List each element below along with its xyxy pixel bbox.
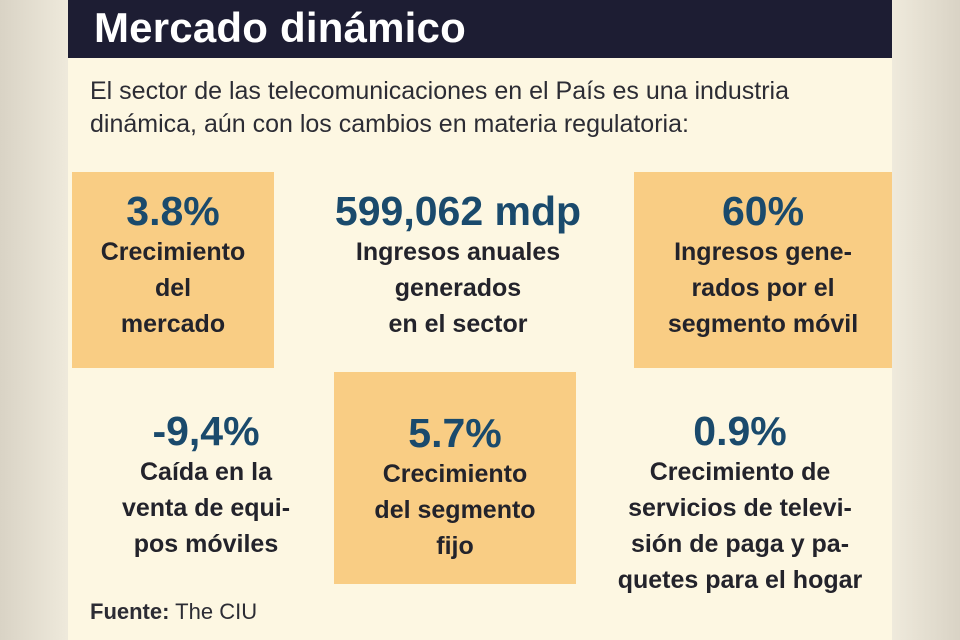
stat-annual-revenue: 599,062 mdp Ingresos anuales generados e… [280,172,636,368]
photo-edge-right [892,0,960,640]
stat-value: 3.8% [126,188,220,234]
page-title: Mercado dinámico [94,4,466,51]
stat-value: 5.7% [408,410,502,456]
stat-mobile-revenue-share: 60% Ingresos gene- rados por el segmento… [634,172,892,368]
stat-market-growth: 3.8% Crecimiento del mercado [72,172,274,368]
stat-label: Caída en la venta de equi- pos móviles [121,458,291,558]
title-bar: Mercado dinámico [68,0,892,58]
stat-label: Ingresos anuales generados en el sector [355,238,561,338]
intro-text: El sector de las telecomunicaciones en e… [90,77,789,138]
stat-value: 60% [721,188,805,234]
source-value: The CIU [175,599,258,624]
source-note: Fuente: The CIU [90,597,257,627]
source-label: Fuente: [90,599,170,624]
stat-mobile-device-sales-drop: -9,4% Caída en la venta de equi- pos móv… [88,398,324,578]
stat-pay-tv-growth: 0.9% Crecimiento de servicios de televi-… [588,398,892,608]
photo-edge-left [0,0,70,640]
stat-value: 599,062 mdp [334,188,582,234]
stat-label: Crecimiento del mercado [100,238,246,338]
stat-value: -9,4% [152,408,260,454]
stat-fixed-segment-growth: 5.7% Crecimiento del segmento fijo [334,372,576,584]
stat-label: Ingresos gene- rados por el segmento móv… [667,238,859,338]
stat-value: 0.9% [693,408,787,454]
infographic-card: Mercado dinámico El sector de las teleco… [68,0,892,640]
stat-label: Crecimiento del segmento fijo [374,460,536,560]
stat-label: Crecimiento de servicios de televi- sión… [617,458,863,594]
